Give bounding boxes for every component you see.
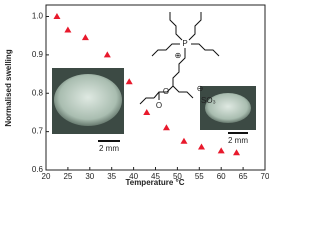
atom-label: SO₃ <box>201 96 216 105</box>
gel-disc <box>205 93 251 123</box>
gel-disc <box>54 74 122 126</box>
x-tick-label: 25 <box>63 172 72 181</box>
x-tick-label: 45 <box>151 172 160 181</box>
data-point <box>162 124 170 131</box>
y-axis-title: Normalised swelling <box>4 49 13 126</box>
x-tick-label: 70 <box>261 172 269 181</box>
y-tick-label: 0.8 <box>32 88 44 97</box>
atom-label: O <box>156 101 162 110</box>
data-point <box>217 147 225 154</box>
data-point <box>143 108 151 115</box>
y-tick-label: 0.7 <box>32 127 44 136</box>
data-point <box>197 143 205 150</box>
charge-label: ⊖ <box>197 84 204 93</box>
scale-label: 2 mm <box>228 136 248 145</box>
atom-label: P <box>182 39 187 48</box>
data-point <box>81 34 89 41</box>
x-tick-label: 55 <box>195 172 204 181</box>
x-tick-label: 35 <box>107 172 116 181</box>
x-tick-label: 50 <box>173 172 182 181</box>
atom-label: O <box>163 87 169 96</box>
data-point <box>233 149 241 156</box>
data-point <box>53 13 61 20</box>
y-tick-label: 0.6 <box>32 165 44 174</box>
y-tick-label: 0.9 <box>32 50 44 59</box>
data-point <box>125 78 133 85</box>
x-tick-label: 65 <box>239 172 248 181</box>
x-axis-title: Temperature °C <box>125 178 184 187</box>
chart: 2 mm 2 mm P ⊕ SO₃ ⊖ O O Temperature °C N… <box>4 4 269 187</box>
y-tick-label: 1.0 <box>32 12 44 21</box>
x-tick-label: 60 <box>217 172 226 181</box>
x-tick-label: 20 <box>42 172 51 181</box>
charge-label: ⊕ <box>175 51 182 60</box>
scale-label: 2 mm <box>99 144 119 153</box>
structure <box>139 12 220 105</box>
x-tick-label: 40 <box>129 172 138 181</box>
data-point <box>180 137 188 144</box>
data-point <box>64 26 72 33</box>
data-point <box>103 51 111 58</box>
x-tick-label: 30 <box>85 172 94 181</box>
